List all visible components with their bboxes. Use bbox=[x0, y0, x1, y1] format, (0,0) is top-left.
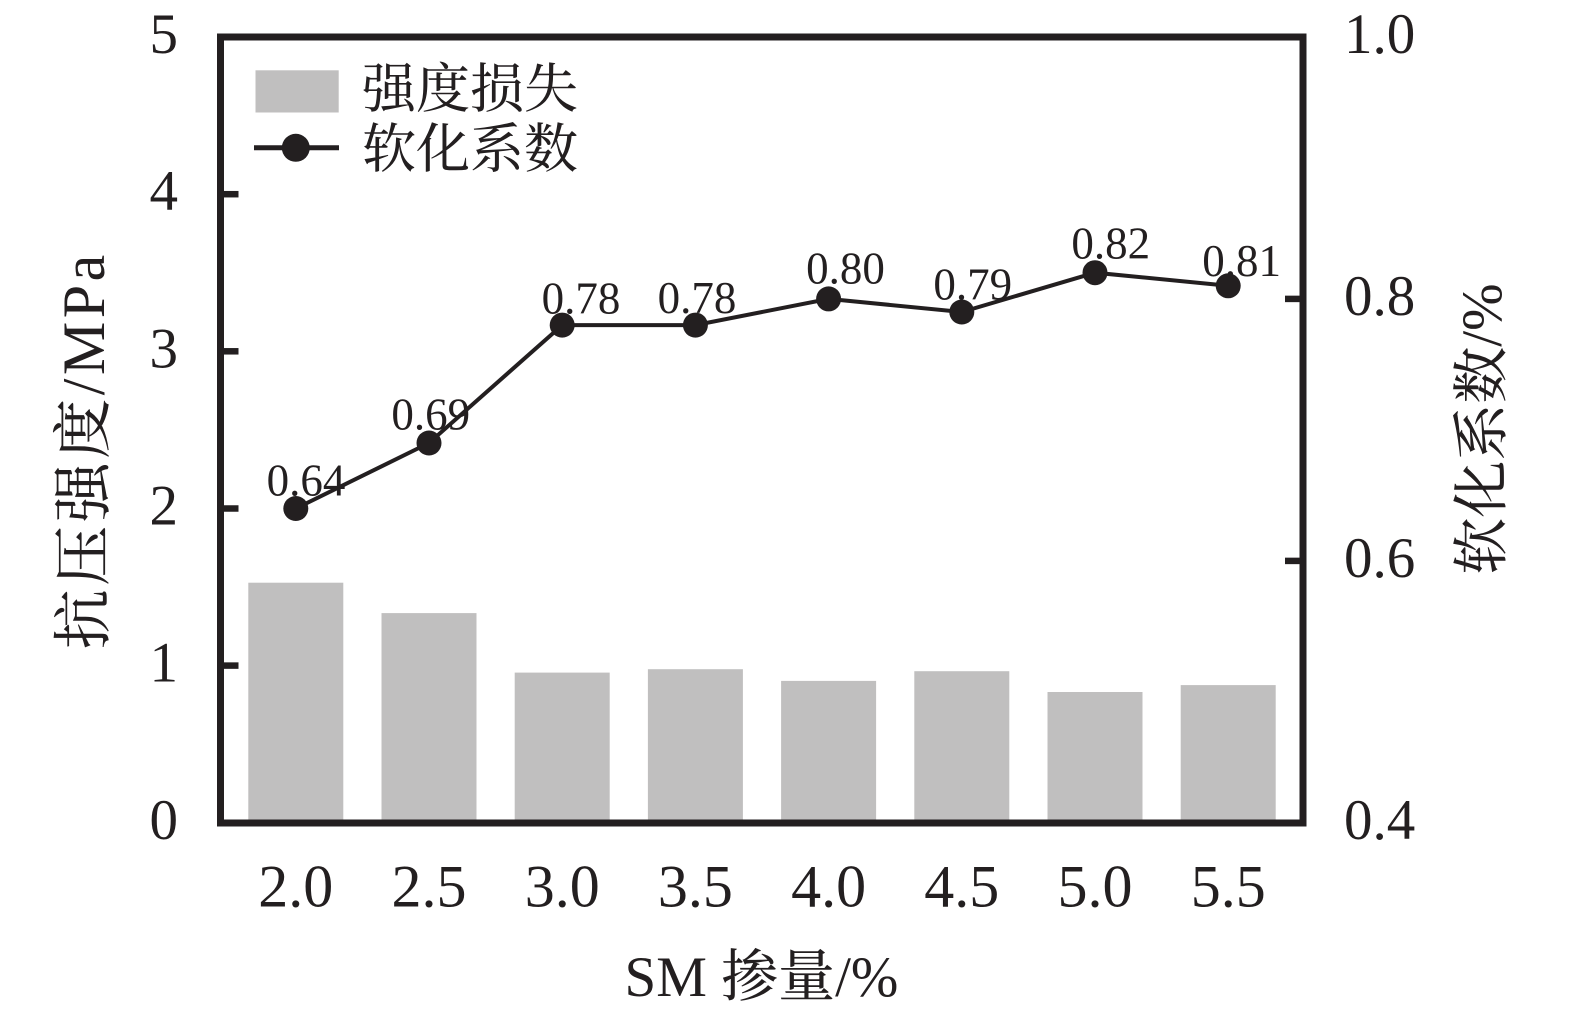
svg-text:0.81: 0.81 bbox=[1202, 236, 1281, 286]
svg-text:/%: /% bbox=[1451, 283, 1514, 346]
svg-text:2.0: 2.0 bbox=[258, 854, 333, 920]
svg-text:2.5: 2.5 bbox=[392, 854, 467, 920]
svg-text:4.0: 4.0 bbox=[791, 854, 866, 920]
svg-text:3.0: 3.0 bbox=[525, 854, 600, 920]
svg-text:0.4: 0.4 bbox=[1344, 789, 1415, 852]
svg-text:0.79: 0.79 bbox=[933, 260, 1012, 310]
svg-text:/MPa: /MPa bbox=[51, 251, 117, 395]
svg-text:0.69: 0.69 bbox=[391, 390, 470, 440]
svg-text:3.5: 3.5 bbox=[658, 854, 733, 920]
svg-text:3: 3 bbox=[150, 317, 179, 380]
svg-text:1.0: 1.0 bbox=[1344, 3, 1415, 66]
svg-text:5.0: 5.0 bbox=[1058, 854, 1133, 920]
svg-text:SM: SM bbox=[625, 946, 722, 1009]
svg-text:0.82: 0.82 bbox=[1071, 219, 1150, 269]
svg-text:0: 0 bbox=[150, 789, 179, 852]
svg-text:4: 4 bbox=[150, 160, 179, 223]
svg-text:0.64: 0.64 bbox=[267, 456, 346, 506]
svg-text:/%: /% bbox=[835, 946, 898, 1009]
svg-text:5.5: 5.5 bbox=[1191, 854, 1266, 920]
svg-text:0.6: 0.6 bbox=[1344, 527, 1415, 590]
svg-text:0.78: 0.78 bbox=[542, 273, 621, 323]
svg-text:4.5: 4.5 bbox=[924, 854, 999, 920]
svg-text:0.80: 0.80 bbox=[806, 244, 885, 294]
svg-text:0.78: 0.78 bbox=[658, 273, 737, 323]
svg-text:1: 1 bbox=[150, 632, 179, 695]
svg-text:0.8: 0.8 bbox=[1344, 265, 1415, 328]
svg-text:5: 5 bbox=[150, 3, 179, 66]
svg-text:2: 2 bbox=[150, 475, 179, 538]
